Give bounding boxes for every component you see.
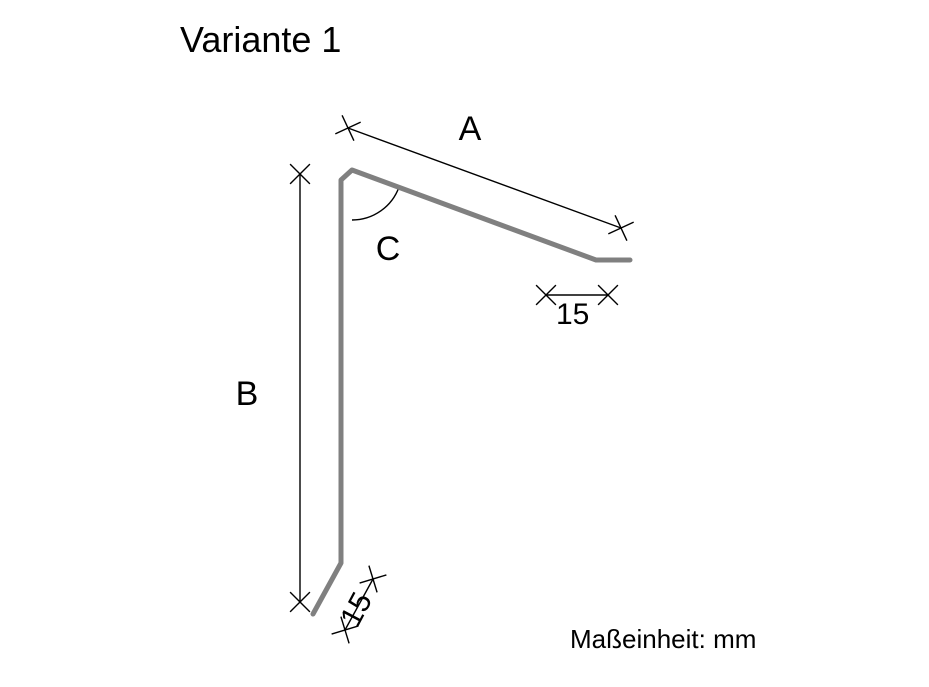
unit-footer: Maßeinheit: mm [570,624,756,654]
label-dim-bottom: 15 [334,587,379,632]
dimension-15-bottom: 15 [332,566,387,644]
label-A: A [459,110,482,148]
label-B: B [236,375,259,413]
drawing-title: Variante 1 [180,19,341,60]
label-dim-right: 15 [556,298,589,331]
technical-drawing: Variante 1 A B 15 15 C Maßeinheit: mm [0,0,929,687]
dimension-B: B [236,164,310,612]
label-C: C [376,230,401,268]
angle-arc [352,187,399,220]
profile-line [313,170,630,614]
dimension-15-right: 15 [536,285,618,331]
